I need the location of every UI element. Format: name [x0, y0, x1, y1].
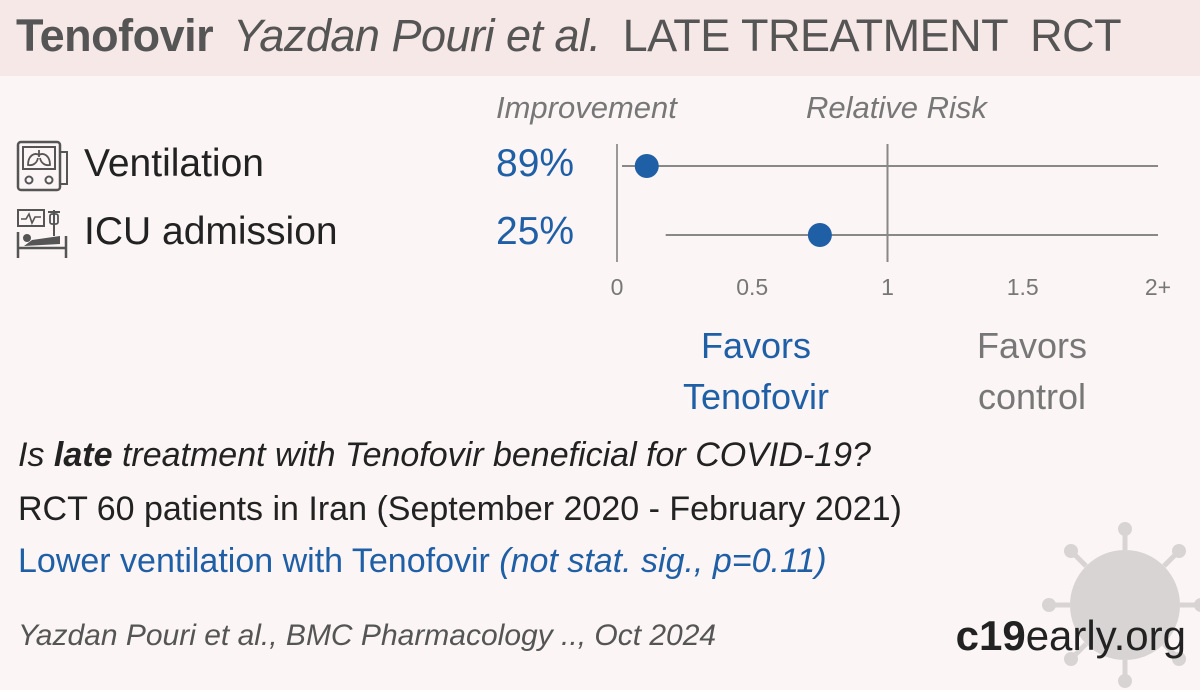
study-details: RCT 60 patients in Iran (September 2020 …	[18, 490, 902, 528]
x-tick-label: 1	[881, 274, 894, 300]
relative-risk-column-header: Relative Risk	[806, 90, 987, 125]
outcome-row-icu-admission: ICU admission 25%	[14, 206, 574, 262]
treatment-stage: LATE TREATMENT	[622, 10, 1009, 61]
x-tick-label: 1.5	[1007, 274, 1039, 300]
coronavirus-icon	[1042, 522, 1200, 688]
outcome-row-ventilation: Ventilation 89%	[14, 138, 574, 194]
favors-treatment-label: Favors Tenofovir	[656, 320, 856, 422]
study-design: RCT	[1030, 10, 1122, 61]
rr-point	[634, 154, 659, 178]
page-title: Tenofovir Yazdan Pouri et al. LATE TREATME…	[16, 10, 1122, 62]
outcome-name: Ventilation	[84, 142, 264, 185]
question-prefix: Is	[18, 436, 54, 474]
x-tick-label: 0.5	[736, 274, 768, 300]
study-conclusion: Lower ventilation with Tenofovir (not st…	[18, 542, 827, 581]
outcome-improvement: 89%	[496, 142, 575, 185]
drug-name: Tenofovir	[16, 10, 214, 61]
conclusion-main: Lower ventilation with Tenofovir	[18, 542, 500, 580]
site-brand[interactable]: c19early.org	[956, 612, 1186, 660]
ventilator-icon	[16, 140, 68, 192]
rr-point	[807, 223, 832, 247]
header-bar: Tenofovir Yazdan Pouri et al. LATE TREATME…	[0, 0, 1200, 76]
question-emphasis: late	[53, 436, 113, 474]
forest-plot: 0 0.5 1 1.5 2+	[611, 144, 1171, 300]
conclusion-note: (not stat. sig., p=0.11)	[499, 542, 827, 580]
icu-bed-icon	[16, 209, 68, 258]
x-tick-label: 0	[611, 274, 624, 300]
favors-treatment-line1: Favors	[700, 325, 812, 366]
x-tick-label: 2+	[1145, 274, 1171, 300]
citation: Yazdan Pouri et al., BMC Pharmacology ..…	[18, 619, 717, 652]
study-question: Is late treatment with Tenofovir benefic…	[18, 436, 871, 475]
favors-treatment-line2: Tenofovir	[682, 376, 830, 417]
favors-control-line2: control	[977, 376, 1087, 417]
favors-control-label: Favors control	[932, 320, 1132, 422]
improvement-column-header: Improvement	[496, 90, 677, 125]
outcome-name: ICU admission	[84, 210, 338, 253]
favors-control-line1: Favors	[976, 325, 1088, 366]
question-suffix: treatment with Tenofovir beneficial for …	[112, 436, 871, 474]
study-authors: Yazdan Pouri et al.	[233, 10, 601, 61]
brand-rest: early.org	[1025, 612, 1186, 659]
outcome-improvement: 25%	[496, 210, 575, 253]
brand-bold: c19	[955, 612, 1026, 659]
